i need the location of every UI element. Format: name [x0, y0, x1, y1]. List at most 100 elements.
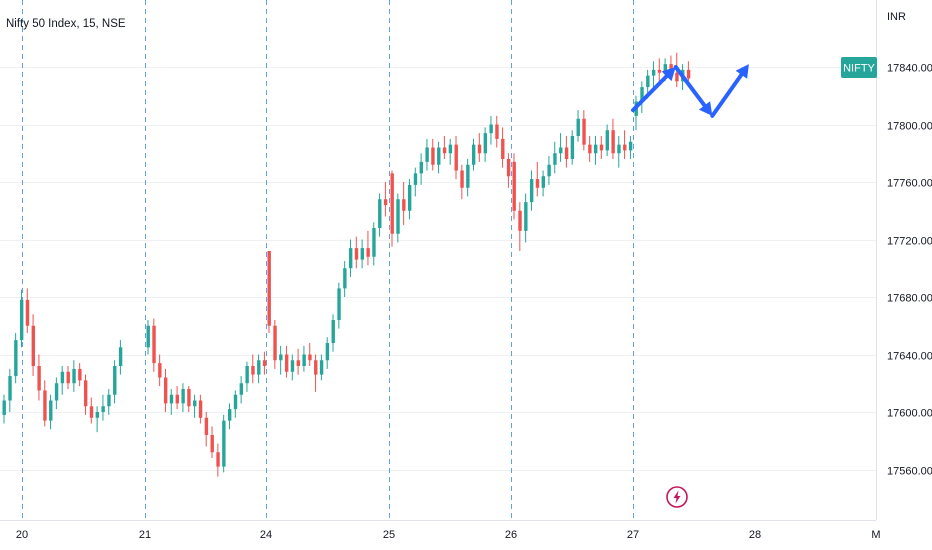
candle	[448, 138, 453, 165]
candle	[477, 133, 482, 162]
candle	[175, 386, 179, 410]
currency-label: INR	[887, 11, 906, 23]
candle	[518, 202, 522, 251]
candle	[431, 138, 435, 171]
candle	[553, 141, 557, 174]
candle	[437, 141, 441, 174]
candle	[49, 394, 53, 430]
candle	[501, 127, 505, 168]
candle	[442, 136, 447, 159]
candle	[181, 383, 185, 412]
candle	[72, 360, 76, 392]
candle	[495, 115, 499, 148]
candle	[512, 153, 516, 220]
candle	[257, 354, 261, 384]
price-axis[interactable]: 17560.00 17600.00 17640.00 17680.00 17720.00…	[887, 63, 932, 478]
candle	[113, 360, 117, 404]
candle	[524, 193, 528, 243]
candle	[204, 412, 209, 447]
candle	[366, 230, 370, 266]
candle	[529, 170, 534, 211]
candle	[588, 136, 592, 162]
candle	[383, 182, 388, 217]
candle	[535, 161, 540, 197]
candle	[31, 314, 35, 377]
candle	[640, 81, 644, 113]
candle	[343, 261, 347, 297]
candle	[559, 133, 563, 162]
candle	[43, 380, 47, 427]
candle	[95, 406, 100, 433]
candle	[216, 443, 220, 477]
candle	[425, 138, 429, 171]
price-tick-label: 17720.00	[887, 236, 932, 248]
candle	[118, 340, 123, 375]
candle	[198, 394, 203, 424]
candle	[308, 343, 312, 366]
candle	[66, 366, 70, 389]
candle	[657, 58, 662, 85]
candle	[8, 368, 12, 412]
candle	[163, 368, 168, 412]
candle	[564, 136, 569, 168]
candle	[628, 136, 633, 159]
time-tick-label: 27	[627, 529, 639, 541]
arrow-projection-down	[673, 65, 713, 116]
candle	[354, 236, 359, 269]
candle	[89, 397, 94, 424]
candle	[107, 389, 111, 415]
candle	[593, 136, 598, 165]
candle	[460, 164, 464, 200]
candle	[454, 136, 458, 180]
symbol-badge[interactable]: NIFTY	[841, 57, 877, 78]
price-tick-label: 17640.00	[887, 351, 932, 363]
candle	[471, 138, 476, 171]
candle	[319, 354, 324, 381]
candle	[152, 318, 156, 372]
candle	[302, 345, 306, 372]
candle	[623, 130, 627, 159]
candle	[239, 376, 244, 404]
candle	[14, 332, 18, 384]
candle	[547, 156, 551, 185]
candle	[402, 182, 406, 226]
candle	[233, 390, 238, 418]
candle	[390, 170, 394, 247]
candle	[25, 288, 30, 333]
candle	[348, 239, 353, 277]
candle	[193, 394, 197, 418]
candle	[245, 361, 249, 392]
candle	[378, 193, 382, 237]
candle	[251, 354, 255, 384]
candle	[407, 179, 412, 220]
symbol-badge-label: NIFTY	[843, 63, 875, 75]
time-tick-label: 21	[139, 529, 151, 541]
candle	[78, 363, 82, 387]
candle	[396, 193, 400, 243]
price-tick-label: 17680.00	[887, 293, 932, 305]
candle	[419, 153, 423, 185]
time-axis[interactable]: 20 21 24 25 26 27 28 M	[16, 529, 881, 541]
candle	[279, 345, 283, 375]
candle	[611, 118, 615, 159]
session-separators	[22, 0, 634, 520]
lightning-bolt-icon[interactable]	[666, 486, 688, 508]
candle	[284, 345, 289, 378]
candle	[331, 314, 335, 352]
candle	[210, 426, 214, 458]
candle	[2, 394, 6, 424]
candle	[413, 167, 418, 197]
symbol-badge-background	[841, 57, 877, 78]
candle	[267, 251, 271, 333]
candle	[158, 354, 162, 387]
candle	[483, 127, 488, 162]
candle	[489, 115, 493, 145]
candle	[262, 351, 267, 375]
candle	[146, 320, 150, 355]
price-tick-label: 17800.00	[887, 121, 932, 133]
candle	[582, 110, 586, 151]
arrow-projection-up-1	[631, 67, 676, 113]
candle	[222, 414, 226, 473]
candle	[651, 61, 656, 88]
